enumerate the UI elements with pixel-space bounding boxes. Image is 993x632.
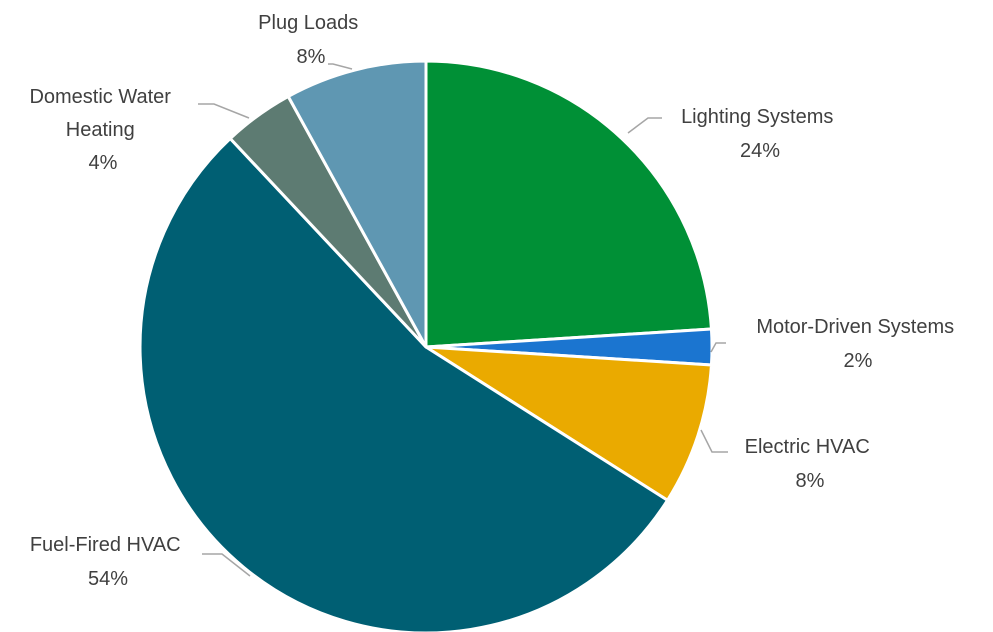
label-domestic-water-heating: Domestic Water Heating 4%: [29, 86, 176, 174]
label-motor-driven-systems: Motor-Driven Systems 2%: [756, 316, 959, 372]
leader-line-lighting-systems: [627, 117, 662, 134]
leader-line-plug-loads: [328, 63, 353, 70]
label-lighting-systems: Lighting Systems 24%: [681, 106, 839, 162]
leader-line-domestic-water-heating: [198, 103, 250, 119]
label-electric-hvac: Electric HVAC 8%: [745, 436, 876, 492]
leader-line-motor-driven-systems: [710, 342, 726, 353]
label-fuel-fired-hvac: Fuel-Fired HVAC 54%: [30, 534, 186, 590]
pie-slice-lighting-systems: [424, 59, 713, 349]
pie-slice-fuel-fired-hvac: [138, 137, 669, 632]
leader-lines: [198, 63, 728, 577]
label-plug-loads: Plug Loads 8%: [258, 12, 364, 68]
leader-line-fuel-fired-hvac: [202, 553, 251, 577]
pie-slices: [138, 59, 714, 632]
pie-slice-electric-hvac: [424, 345, 713, 502]
pie-slice-plug-loads: [286, 59, 428, 349]
leader-line-electric-hvac: [700, 429, 728, 453]
